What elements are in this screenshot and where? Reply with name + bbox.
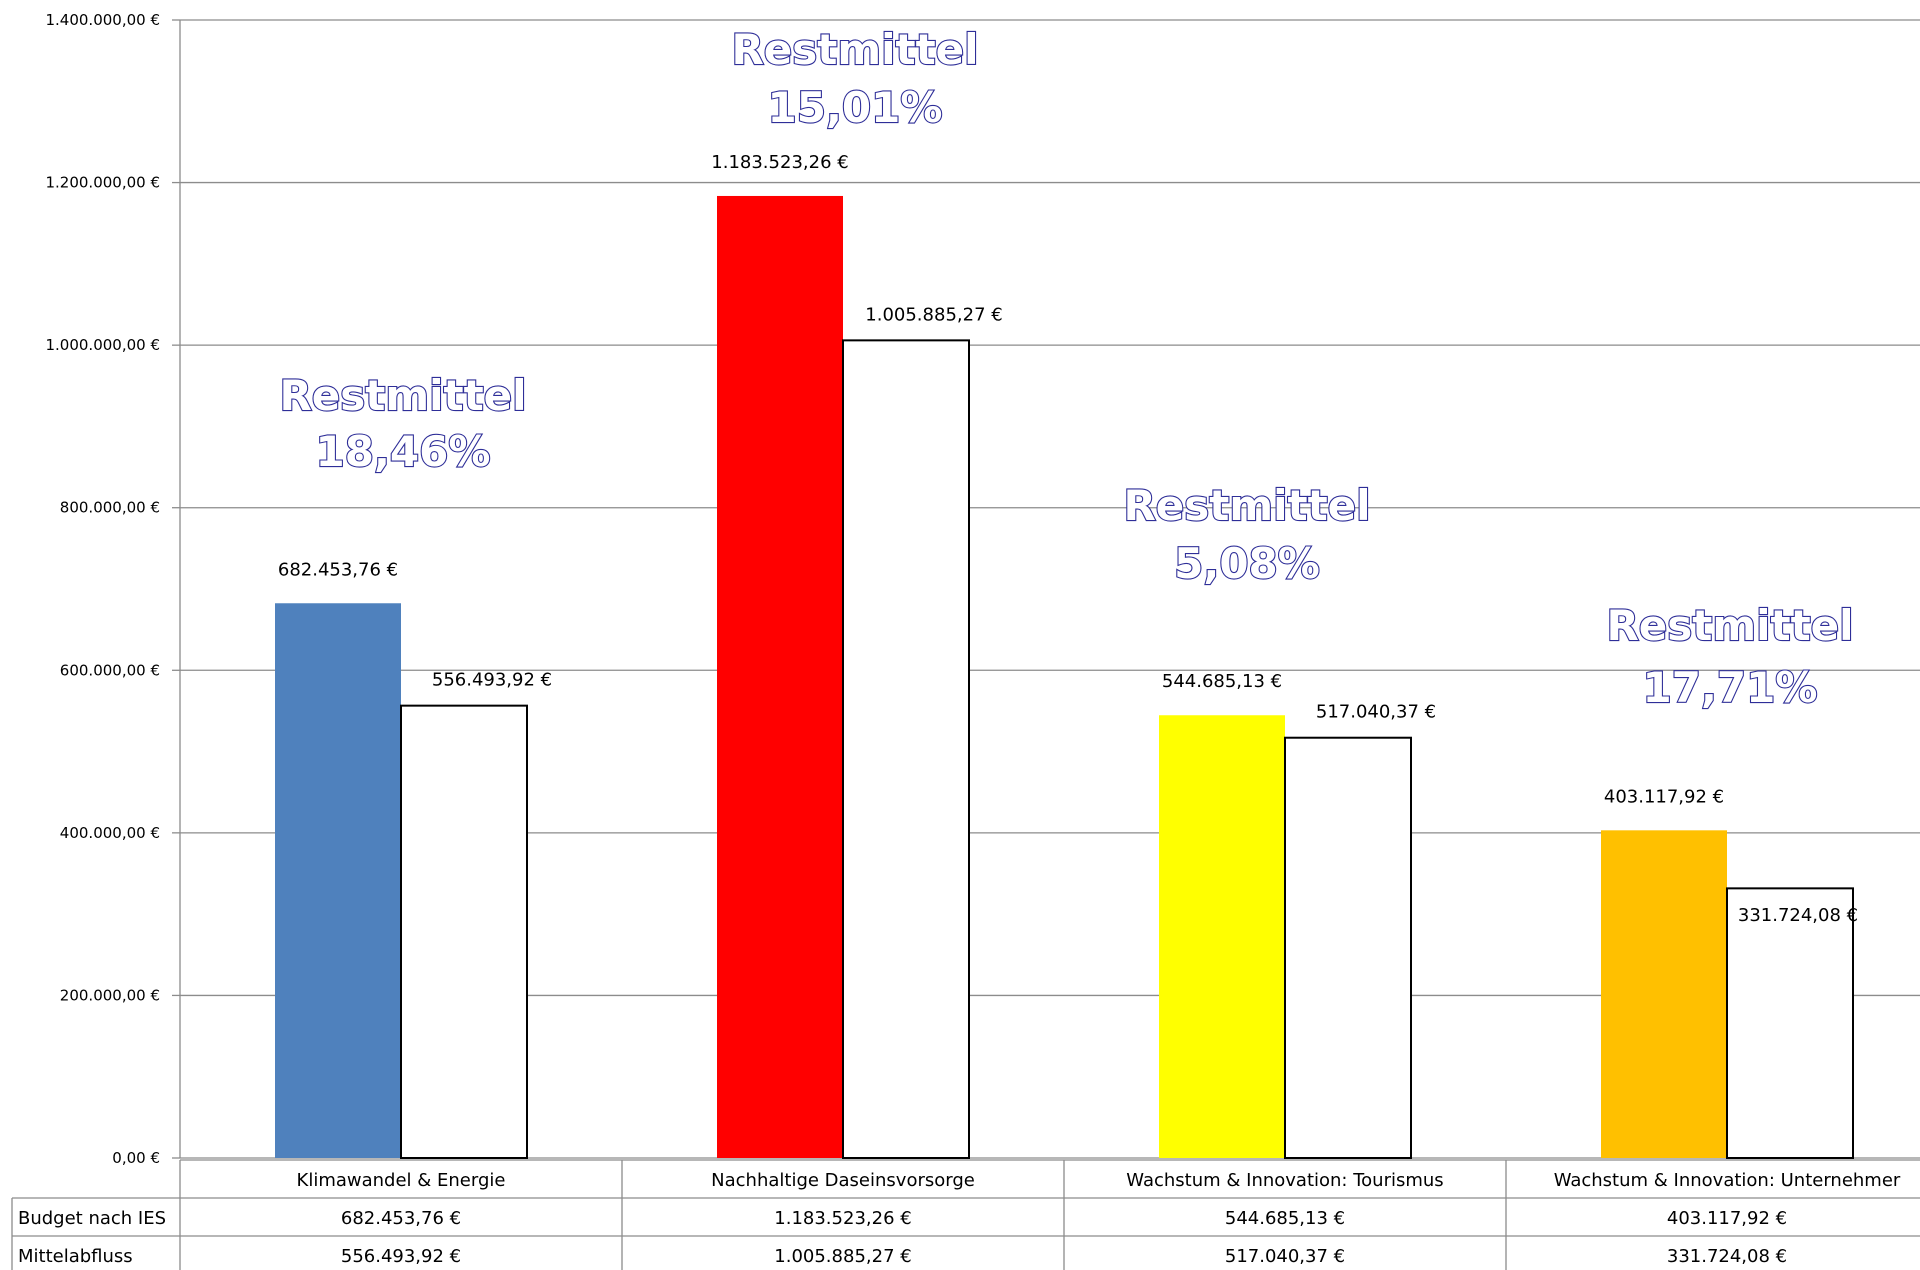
table-cell-value: 517.040,37 € (1225, 1246, 1345, 1267)
x-category-label: Wachstum & Innovation: Unternehmer (1554, 1170, 1901, 1191)
restmittel-title: Restmittel (1123, 481, 1370, 530)
data-label-budget: 403.117,92 € (1604, 786, 1724, 807)
y-tick-label: 200.000,00 € (60, 986, 160, 1004)
table-series-name: Mittelabfluss (18, 1246, 133, 1267)
y-tick-label: 0,00 € (112, 1149, 160, 1167)
data-label-mittelabfluss: 331.724,08 € (1738, 905, 1858, 926)
bar-mittelabfluss (1726, 887, 1854, 1159)
table-cell-value: 556.493,92 € (341, 1246, 461, 1267)
bar-budget (275, 603, 401, 1158)
x-category-label: Wachstum & Innovation: Tourismus (1126, 1170, 1443, 1191)
y-tick-label: 400.000,00 € (60, 824, 160, 842)
y-tick-label: 800.000,00 € (60, 499, 160, 517)
restmittel-percent: 15,01% (768, 83, 943, 132)
data-label-budget: 1.183.523,26 € (711, 152, 848, 173)
table-cell-value: 403.117,92 € (1667, 1208, 1787, 1229)
table-cell-value: 682.453,76 € (341, 1208, 461, 1229)
data-label-mittelabfluss: 1.005.885,27 € (865, 304, 1002, 325)
y-tick-label: 600.000,00 € (60, 661, 160, 679)
data-label-mittelabfluss: 556.493,92 € (432, 670, 552, 691)
restmittel-percent: 5,08% (1174, 539, 1320, 588)
x-category-label: Klimawandel & Energie (297, 1170, 506, 1191)
restmittel-title: Restmittel (731, 25, 978, 74)
table-series-name: Budget nach IES (18, 1208, 166, 1229)
restmittel-title: Restmittel (279, 371, 526, 420)
restmittel-title: Restmittel (1606, 601, 1853, 650)
bar-mittelabfluss (400, 704, 528, 1160)
restmittel-percent: 18,46% (316, 427, 491, 476)
table-cell-value: 1.005.885,27 € (774, 1246, 911, 1267)
bar-mittelabfluss (842, 339, 970, 1160)
restmittel-percent: 17,71% (1643, 663, 1818, 712)
y-tick-label: 1.400.000,00 € (45, 11, 160, 29)
data-label-mittelabfluss: 517.040,37 € (1316, 702, 1436, 723)
y-tick-label: 1.200.000,00 € (45, 174, 160, 192)
bar-budget (1159, 715, 1285, 1158)
y-tick-label: 1.000.000,00 € (45, 336, 160, 354)
data-label-budget: 544.685,13 € (1162, 671, 1282, 692)
table-cell-value: 544.685,13 € (1225, 1208, 1345, 1229)
bar-budget (1601, 830, 1727, 1158)
data-label-budget: 682.453,76 € (278, 559, 398, 580)
bar-budget (717, 195, 843, 1158)
table-cell-value: 331.724,08 € (1667, 1246, 1787, 1267)
bar-mittelabfluss (1284, 736, 1412, 1159)
table-cell-value: 1.183.523,26 € (774, 1208, 911, 1229)
x-category-label: Nachhaltige Daseinsvorsorge (711, 1170, 975, 1191)
